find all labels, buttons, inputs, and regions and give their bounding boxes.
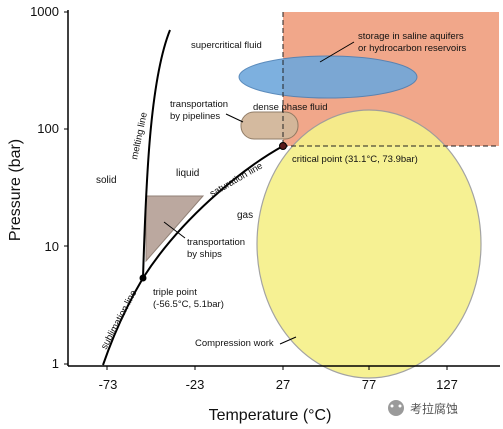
critical-point-marker [279,142,287,150]
compression-work-label: Compression work [195,338,274,349]
triple-point-label: triple point [153,287,197,298]
supercritical-fluid-region [238,55,418,99]
pipelines-region [240,111,299,140]
watermark-text: 考拉腐蚀 [410,401,458,416]
y-tick-label: 1000 [30,4,59,19]
x-axis-title: Temperature (°C) [209,407,332,424]
gas-label: gas [237,210,253,221]
triple-point-marker [139,274,147,282]
ships-label-line1: transportation [187,237,245,248]
critical-point-label: critical point (31.1°C, 73.9bar) [292,154,418,165]
watermark-logo-icon [388,400,404,416]
supercritical-fluid-label: supercritical fluid [191,40,262,51]
y-tick-label: 1 [52,356,59,371]
melting-line [142,29,171,279]
x-tick-label: 27 [276,377,290,392]
x-tick-label: 127 [436,377,458,392]
storage-label-line2: or hydrocarbon reservoirs [358,43,466,54]
sublimation-line-label: sublimation line [99,288,139,351]
x-tick-label: 77 [362,377,376,392]
storage-leader-line [319,41,355,63]
compression-leader-line [279,336,297,345]
y-tick-label: 100 [37,121,59,136]
y-axis-title: Pressure (bar) [7,139,24,241]
melting-line-label: melting line [129,111,150,160]
ships-region [145,195,205,263]
solid-label: solid [96,175,117,186]
pipelines-label-line2: by pipelines [170,111,220,122]
watermark: 考拉腐蚀 [388,400,458,416]
sublimation-line [102,277,144,366]
pipelines-label-line1: transportation [170,99,228,110]
ships-label-line2: by ships [187,249,222,260]
ships-leader-line [163,221,186,239]
y-tick-label: 10 [45,239,59,254]
liquid-label: liquid [176,168,199,179]
storage-label-line1: storage in saline aquifers [358,31,464,42]
x-tick-label: -73 [99,377,118,392]
pipelines-leader-line [225,113,244,123]
dense-phase-fluid-label: dense phase fluid [253,102,327,113]
triple-point-coordinates: (-56.5°C, 5.1bar) [153,299,224,310]
x-tick-label: -23 [186,377,205,392]
saturation-line [142,145,284,279]
saturation-line-label: saturation line [208,160,265,199]
compression-work-region [256,109,482,379]
